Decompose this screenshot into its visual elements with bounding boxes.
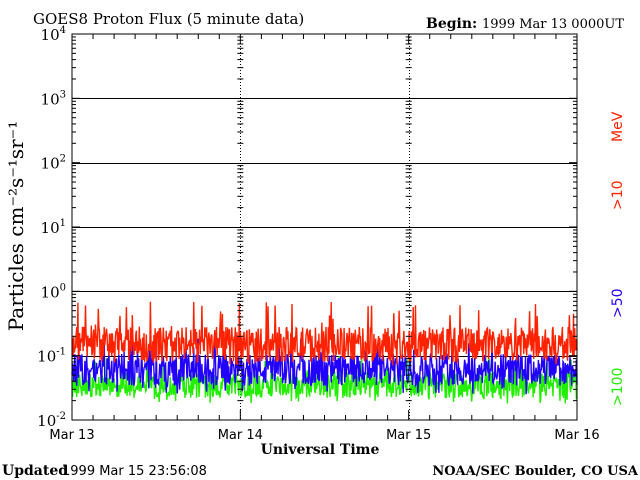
legend-gt10-label: >10: [610, 180, 626, 210]
x-axis-label: Universal Time: [261, 442, 380, 458]
y-tick-label: 103: [41, 89, 66, 108]
footer-updated-value: 1999 Mar 15 23:56:08: [62, 464, 207, 479]
x-tick-label: Mar 13: [49, 428, 94, 443]
y-axis-label: Particles cm⁻²s⁻¹sr⁻¹: [4, 121, 28, 332]
legend-gt10-unit: MeV: [610, 111, 626, 142]
chart-title: GOES8 Proton Flux (5 minute data): [33, 10, 304, 28]
legend-gt10-group: >10 MeV: [610, 111, 626, 210]
series-layer: [71, 301, 578, 404]
y-tick-label: 101: [41, 218, 66, 237]
x-tick-label: Mar 15: [386, 428, 431, 443]
x-axis-ticks: Mar 13 Mar 14 Mar 15 Mar 16: [49, 34, 600, 443]
legend-gt50-label: >50: [610, 288, 626, 318]
y-tick-label: 104: [41, 25, 66, 44]
begin-value: 1999 Mar 13 0000UT: [482, 17, 624, 32]
footer-credit: NOAA/SEC Boulder, CO USA: [432, 464, 639, 479]
y-tick-label: 10-2: [37, 411, 66, 430]
x-tick-label: Mar 14: [218, 428, 263, 443]
y-axis-ticks: 10-2 10-1 100 101 102 103 104: [37, 25, 577, 430]
x-tick-label: Mar 16: [554, 428, 599, 443]
series-line-gt100: [71, 356, 578, 404]
y-tick-label: 100: [41, 282, 66, 301]
y-tick-label: 10-1: [37, 347, 66, 366]
y-tick-label: 102: [41, 154, 66, 173]
footer-updated-label: Updated: [2, 463, 68, 479]
series-line-gt10: [71, 301, 578, 366]
legend-gt100-label: >100: [610, 368, 626, 406]
begin-label: Begin:: [426, 16, 477, 32]
